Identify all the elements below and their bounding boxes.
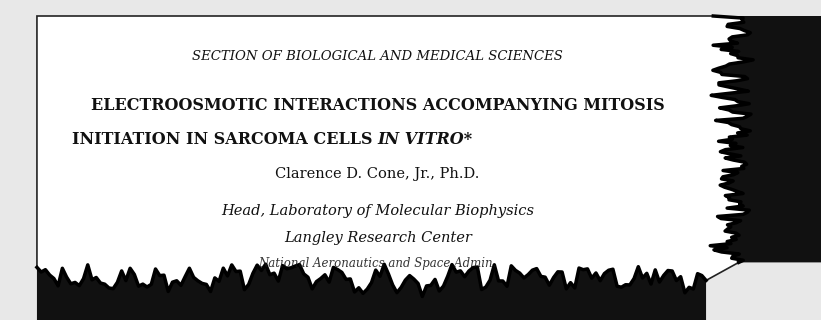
- Text: ELECTROOSMOTIC INTERACTIONS ACCOMPANYING MITOSIS: ELECTROOSMOTIC INTERACTIONS ACCOMPANYING…: [91, 97, 664, 114]
- Text: Head, Laboratory of Molecular Biophysics: Head, Laboratory of Molecular Biophysics: [221, 204, 534, 218]
- Polygon shape: [37, 16, 753, 297]
- Text: Langley Research Center: Langley Research Center: [284, 231, 471, 245]
- Polygon shape: [710, 16, 821, 262]
- Text: Clarence D. Cone, Jr., Ph.D.: Clarence D. Cone, Jr., Ph.D.: [276, 167, 479, 181]
- Text: INITIATION IN SARCOMA CELLS: INITIATION IN SARCOMA CELLS: [71, 131, 378, 148]
- Polygon shape: [37, 264, 706, 320]
- Text: SECTION OF BIOLOGICAL AND MEDICAL SCIENCES: SECTION OF BIOLOGICAL AND MEDICAL SCIENC…: [192, 50, 563, 62]
- Text: National Aeronautics and Space Admin.: National Aeronautics and Space Admin.: [259, 258, 497, 270]
- Text: IN VITRO*: IN VITRO*: [378, 131, 473, 148]
